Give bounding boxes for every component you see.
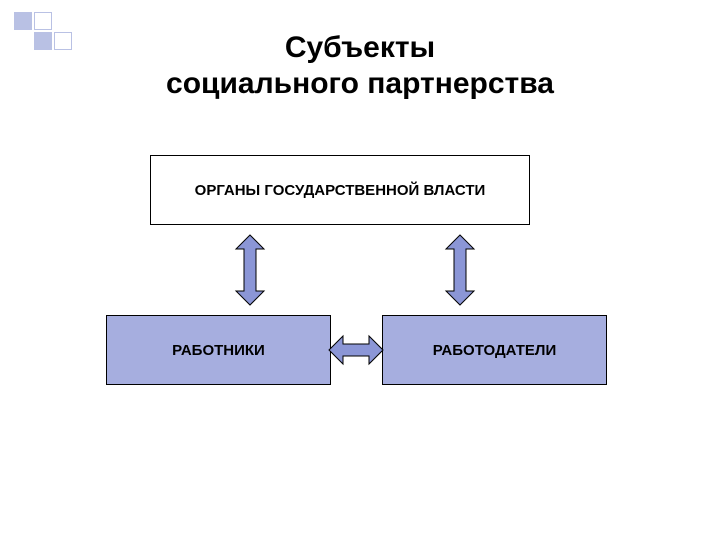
title-line-2: социального партнерства	[166, 67, 554, 100]
arrow-top-to-left	[234, 233, 266, 307]
title-line-1: Субъекты	[285, 31, 435, 64]
node-government-label: ОРГАНЫ ГОСУДАРСТВЕННОЙ ВЛАСТИ	[195, 182, 486, 199]
arrow-left-to-right	[327, 334, 385, 366]
decor-square	[34, 12, 52, 30]
node-workers: РАБОТНИКИ	[106, 315, 331, 385]
decor-square	[14, 12, 32, 30]
arrow-top-to-right	[444, 233, 476, 307]
node-employers-label: РАБОТОДАТЕЛИ	[433, 342, 556, 359]
node-employers: РАБОТОДАТЕЛИ	[382, 315, 607, 385]
node-workers-label: РАБОТНИКИ	[172, 342, 265, 359]
page-title: Субъекты социального партнерства	[0, 30, 720, 102]
node-government: ОРГАНЫ ГОСУДАРСТВЕННОЙ ВЛАСТИ	[150, 155, 530, 225]
